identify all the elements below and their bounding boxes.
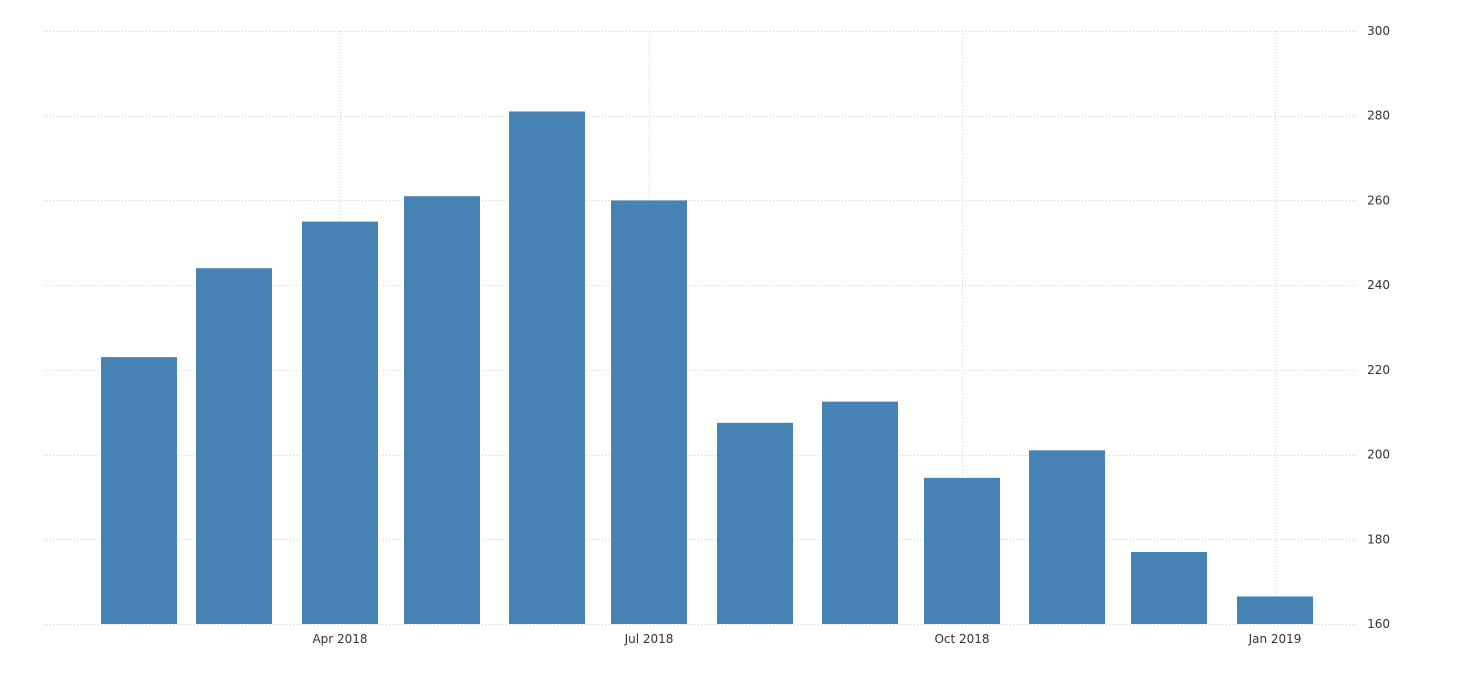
y-tick-label-220: 220 bbox=[1367, 363, 1390, 377]
bar-2018-06[interactable] bbox=[509, 111, 585, 624]
bar-2018-10[interactable] bbox=[924, 477, 1000, 624]
bars bbox=[101, 111, 1313, 624]
bar-2018-05[interactable] bbox=[404, 196, 480, 624]
y-tick-label-260: 260 bbox=[1367, 193, 1390, 207]
y-tick-label-280: 280 bbox=[1367, 109, 1390, 123]
bar-2018-04[interactable] bbox=[302, 221, 378, 624]
y-tick-label-160: 160 bbox=[1367, 617, 1390, 631]
vertical-gridlines bbox=[340, 31, 1276, 624]
y-tick-label-180: 180 bbox=[1367, 532, 1390, 546]
bar-2018-11[interactable] bbox=[1029, 450, 1105, 624]
bar-2018-09[interactable] bbox=[822, 401, 898, 624]
x-axis-tick-labels: Apr 2018 Jul 2018 Oct 2018 Jan 2019 bbox=[312, 632, 1301, 646]
bar-2018-08[interactable] bbox=[717, 422, 793, 624]
y-axis-tick-labels: 160 180 200 220 240 260 280 300 bbox=[1367, 24, 1390, 631]
x-tick-label-2018-07: Jul 2018 bbox=[624, 632, 674, 646]
bar-2018-07[interactable] bbox=[611, 200, 687, 624]
y-tick-label-300: 300 bbox=[1367, 24, 1390, 38]
x-tick-label-2018-04: Apr 2018 bbox=[312, 632, 367, 646]
x-tick-label-2019-01: Jan 2019 bbox=[1248, 632, 1302, 646]
bar-2018-02[interactable] bbox=[101, 357, 177, 624]
y-tick-label-200: 200 bbox=[1367, 448, 1390, 462]
y-tick-label-240: 240 bbox=[1367, 278, 1390, 292]
bar-2018-03[interactable] bbox=[196, 268, 272, 624]
bar-2019-01[interactable] bbox=[1237, 596, 1313, 624]
bar-2018-12[interactable] bbox=[1131, 551, 1207, 624]
x-tick-label-2018-10: Oct 2018 bbox=[934, 632, 989, 646]
